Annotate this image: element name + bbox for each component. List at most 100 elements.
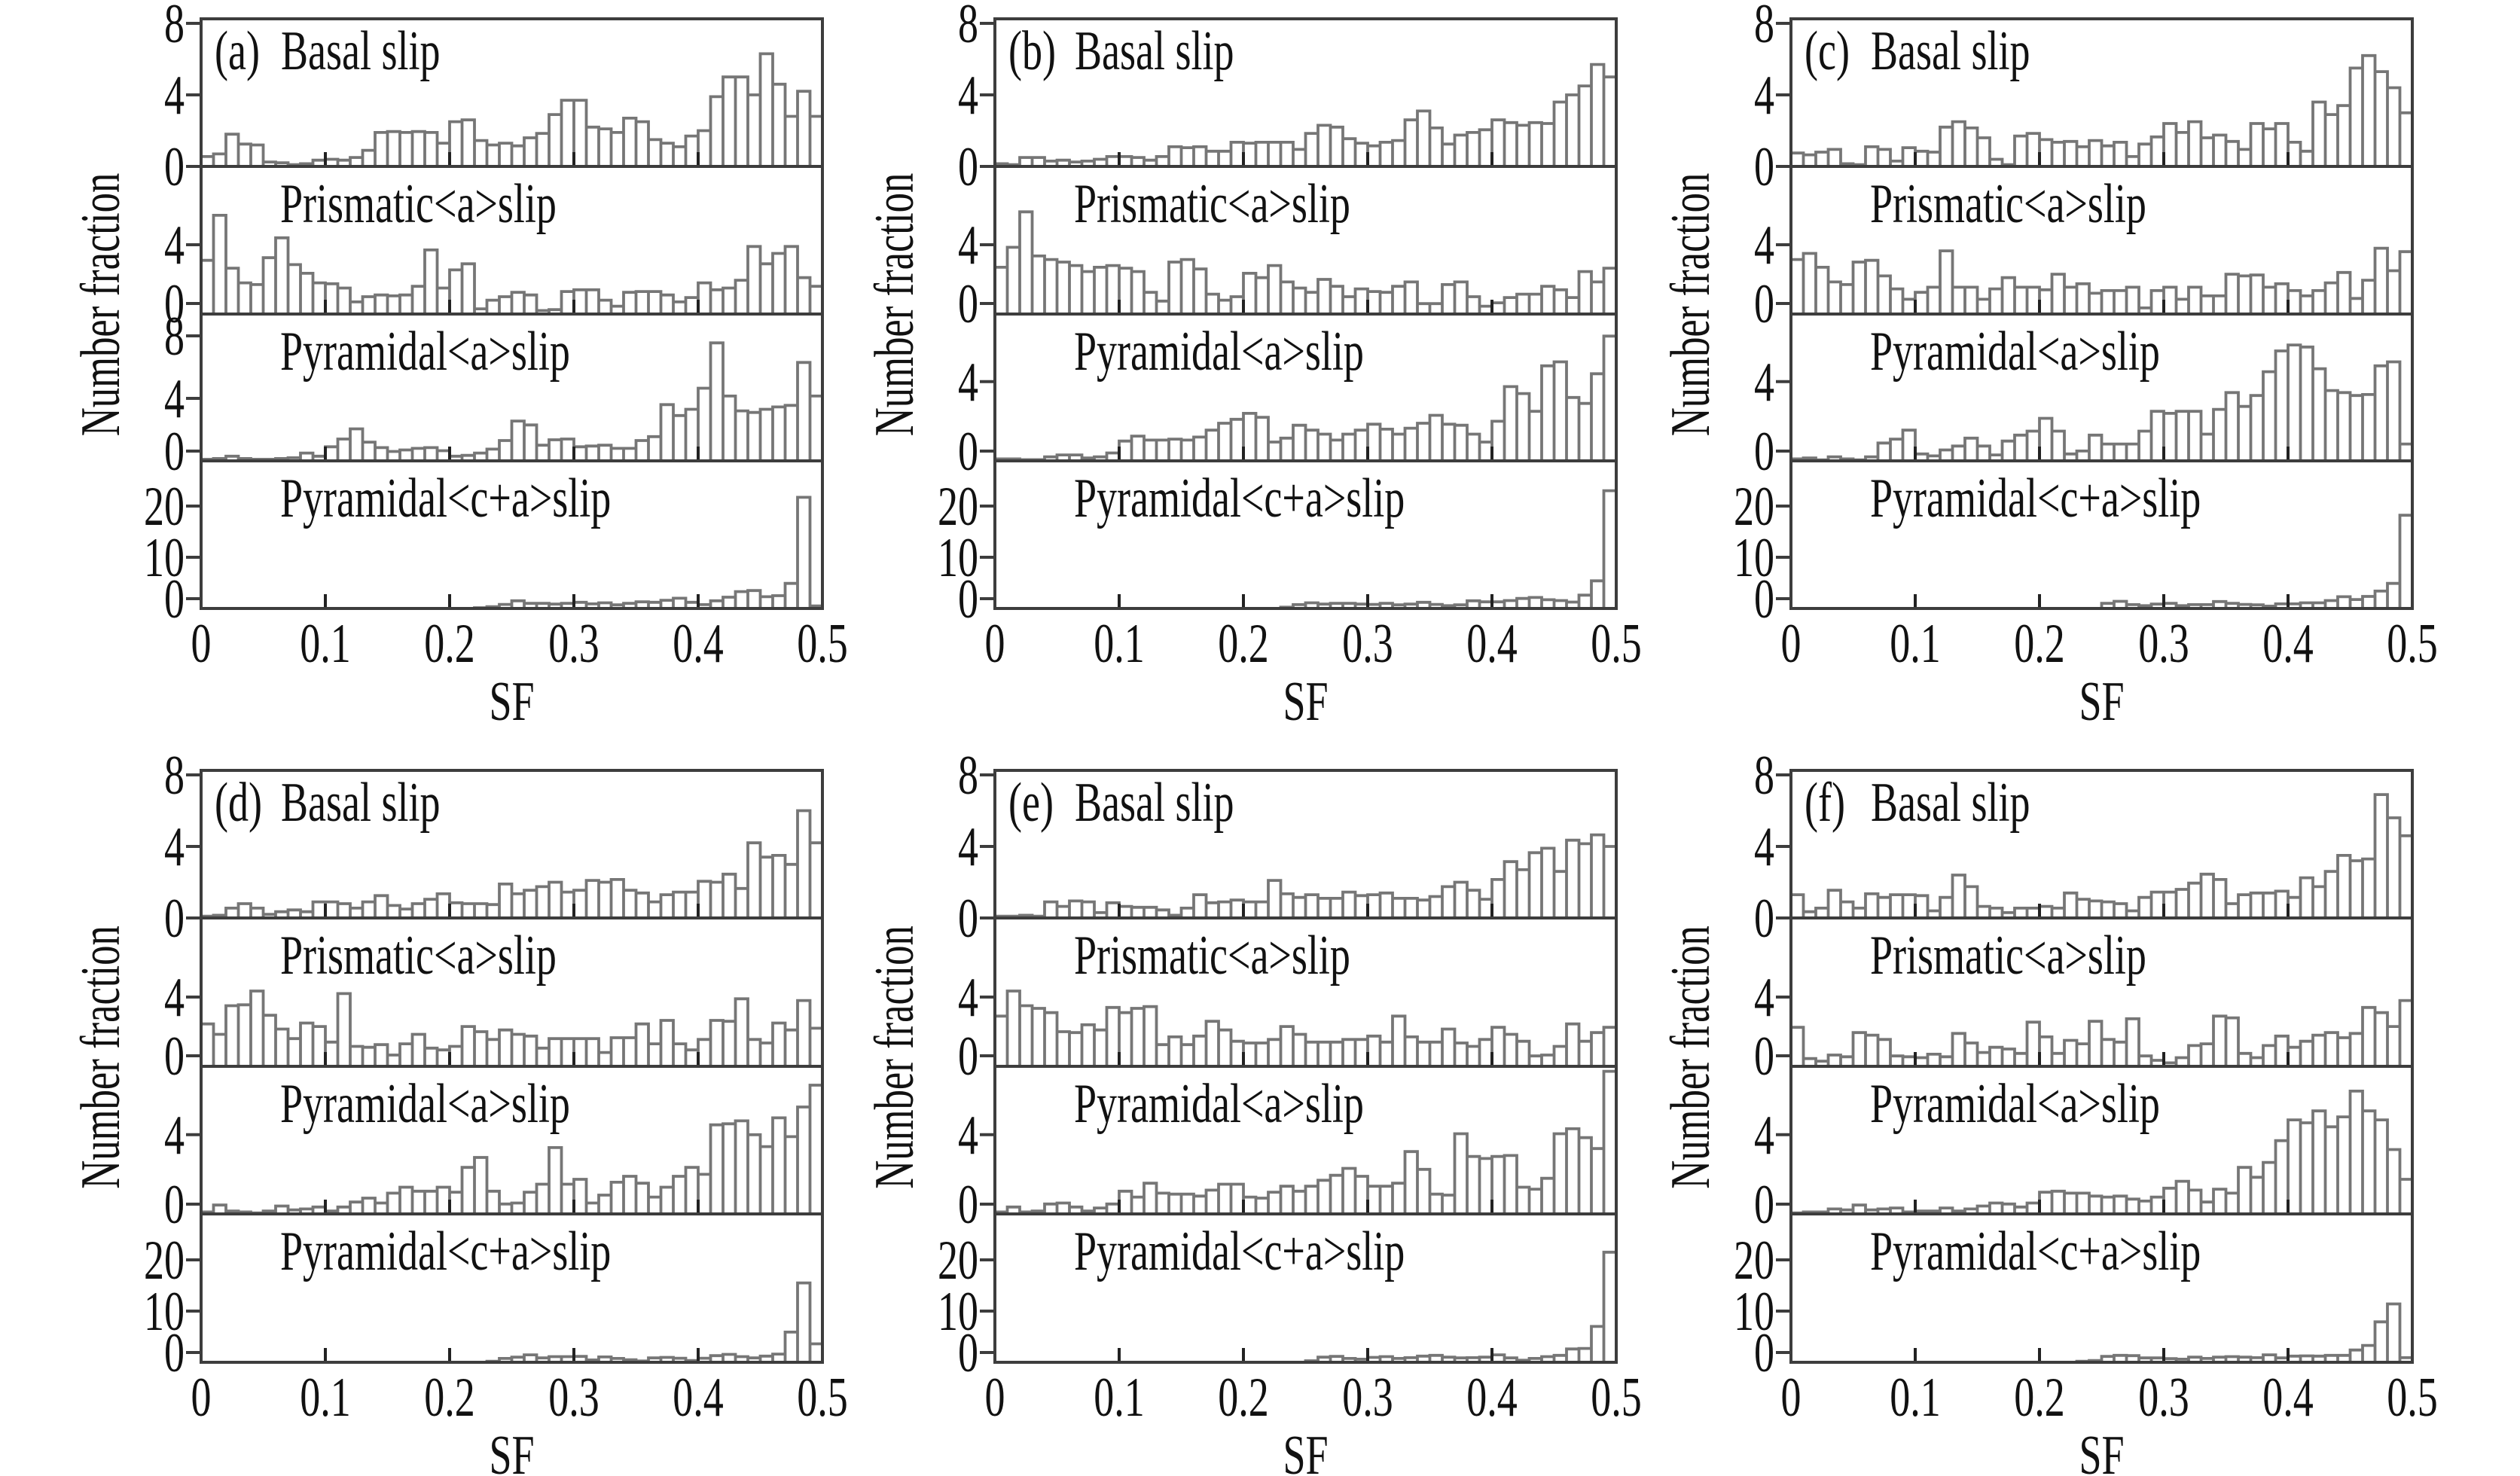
svg-text:0.2: 0.2 [424,1367,475,1429]
svg-text:8: 8 [164,0,185,55]
svg-text:Pyramidal<a>slip: Pyramidal<a>slip [1074,321,1364,383]
svg-text:0: 0 [1754,1174,1774,1236]
svg-text:SF: SF [2079,671,2124,733]
svg-text:Pyramidal<a>slip: Pyramidal<a>slip [1870,1073,2160,1135]
svg-text:Basal slip: Basal slip [1075,772,1234,834]
svg-text:0.1: 0.1 [300,613,351,675]
svg-text:Pyramidal<a>slip: Pyramidal<a>slip [280,1073,570,1135]
svg-text:(d): (d) [215,772,262,834]
svg-text:0: 0 [958,273,978,335]
svg-text:4: 4 [164,65,185,127]
svg-text:Pyramidal<a>slip: Pyramidal<a>slip [280,321,570,383]
svg-text:Pyramidal<c+a>slip: Pyramidal<c+a>slip [280,1221,611,1282]
svg-text:Number fraction: Number fraction [69,173,131,437]
svg-text:Pyramidal<c+a>slip: Pyramidal<c+a>slip [1870,468,2201,529]
svg-text:0.3: 0.3 [548,613,599,675]
svg-text:10: 10 [1734,1281,1774,1343]
svg-text:0: 0 [1754,569,1774,630]
svg-text:8: 8 [1754,0,1774,55]
svg-text:0: 0 [164,888,185,950]
svg-text:0: 0 [164,273,185,335]
svg-text:0.2: 0.2 [1218,1367,1269,1429]
svg-text:0.4: 0.4 [1466,613,1518,675]
svg-text:4: 4 [958,65,978,127]
svg-text:0: 0 [984,613,1005,675]
svg-text:(e): (e) [1008,772,1054,834]
svg-text:0: 0 [958,1322,978,1384]
svg-text:0: 0 [1754,1026,1774,1087]
svg-text:SF: SF [489,671,534,733]
svg-text:0: 0 [1780,1367,1801,1429]
svg-text:(c): (c) [1805,20,1850,82]
svg-text:0: 0 [1754,1322,1774,1384]
svg-text:4: 4 [1754,215,1774,276]
svg-text:0: 0 [164,1026,185,1087]
svg-text:20: 20 [1734,476,1774,538]
svg-text:4: 4 [1754,352,1774,413]
svg-text:4: 4 [164,816,185,878]
svg-text:0: 0 [958,888,978,950]
svg-text:0: 0 [958,1174,978,1236]
svg-text:Pyramidal<c+a>slip: Pyramidal<c+a>slip [280,468,611,529]
svg-text:8: 8 [164,745,185,807]
svg-text:0: 0 [1754,421,1774,483]
svg-text:0.4: 0.4 [1466,1367,1518,1429]
svg-text:4: 4 [958,215,978,276]
svg-text:20: 20 [1734,1230,1774,1292]
svg-text:0: 0 [958,421,978,483]
svg-text:0.2: 0.2 [2014,1367,2065,1429]
svg-text:0: 0 [1754,273,1774,335]
svg-text:0.3: 0.3 [1342,1367,1393,1429]
svg-text:0: 0 [958,1026,978,1087]
svg-text:0.4: 0.4 [2262,1367,2314,1429]
svg-text:8: 8 [1754,745,1774,807]
svg-text:0.5: 0.5 [2387,613,2438,675]
svg-text:0.5: 0.5 [797,1367,848,1429]
svg-text:Number fraction: Number fraction [863,926,925,1189]
svg-text:Prismatic<a>slip: Prismatic<a>slip [1074,925,1350,987]
svg-text:0: 0 [164,1174,185,1236]
svg-text:4: 4 [1754,967,1774,1029]
svg-text:Pyramidal<c+a>slip: Pyramidal<c+a>slip [1074,1221,1405,1282]
svg-text:Basal slip: Basal slip [1871,772,2030,834]
svg-text:10: 10 [144,1281,185,1343]
svg-text:0: 0 [191,1367,211,1429]
svg-text:Number fraction: Number fraction [1659,173,1721,437]
svg-text:20: 20 [938,1230,978,1292]
svg-text:0.2: 0.2 [2014,613,2065,675]
svg-text:20: 20 [144,1230,185,1292]
svg-text:Number fraction: Number fraction [863,173,925,437]
svg-text:4: 4 [164,1105,185,1166]
svg-text:0.5: 0.5 [2387,1367,2438,1429]
svg-text:4: 4 [1754,816,1774,878]
svg-text:(b): (b) [1008,20,1056,82]
svg-text:0: 0 [164,136,185,198]
svg-text:Pyramidal<c+a>slip: Pyramidal<c+a>slip [1074,468,1405,529]
svg-text:4: 4 [958,967,978,1029]
svg-text:0.5: 0.5 [797,613,848,675]
svg-text:0: 0 [984,1367,1005,1429]
svg-text:0.4: 0.4 [673,1367,724,1429]
svg-text:0: 0 [164,421,185,483]
svg-text:8: 8 [958,0,978,55]
svg-text:Prismatic<a>slip: Prismatic<a>slip [1074,173,1350,235]
svg-text:0.3: 0.3 [2138,613,2189,675]
svg-text:0.1: 0.1 [1094,1367,1145,1429]
svg-text:0.5: 0.5 [1591,613,1642,675]
svg-text:Prismatic<a>slip: Prismatic<a>slip [1870,173,2146,235]
svg-text:0.1: 0.1 [1890,613,1941,675]
svg-text:Number fraction: Number fraction [1659,926,1721,1189]
svg-text:SF: SF [1283,1425,1328,1476]
svg-text:0.1: 0.1 [1094,613,1145,675]
svg-text:(a): (a) [215,20,260,82]
svg-text:Number fraction: Number fraction [69,926,131,1189]
svg-text:0.1: 0.1 [300,1367,351,1429]
svg-text:0: 0 [1754,888,1774,950]
svg-text:4: 4 [1754,65,1774,127]
svg-text:10: 10 [938,1281,978,1343]
svg-text:Prismatic<a>slip: Prismatic<a>slip [280,173,557,235]
svg-text:0.2: 0.2 [1218,613,1269,675]
svg-text:0: 0 [1754,136,1774,198]
svg-text:SF: SF [1283,671,1328,733]
svg-text:4: 4 [164,368,185,430]
